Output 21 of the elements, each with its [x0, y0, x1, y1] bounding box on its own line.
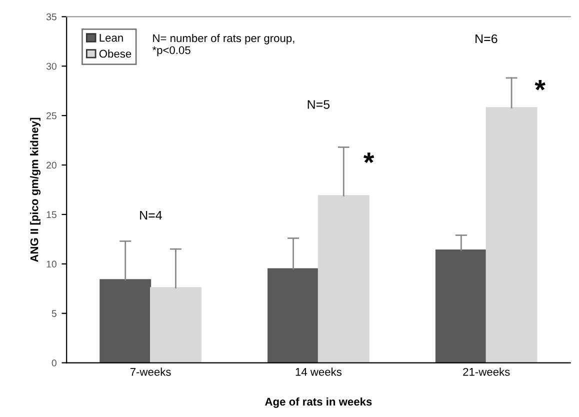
annotation: * [534, 80, 546, 90]
y-tick-label: 35 [46, 13, 56, 20]
y-tick-label: 10 [46, 260, 56, 268]
annotation: N= number of rats per group, *p<0.05 [152, 34, 294, 56]
annotation: * [364, 152, 374, 164]
y-tick-label: 0 [52, 360, 56, 366]
annotation: N=4 [140, 210, 162, 220]
y-tick-label: 5 [52, 310, 56, 317]
y-axis-title: ANG II [pico gm/gm kidney] [30, 118, 40, 262]
legend-label: Obese [99, 50, 132, 58]
x-tick-label: 7-weeks [130, 368, 171, 376]
x-tick-label: 14 weeks [296, 368, 342, 376]
legend-label: Lean [100, 34, 123, 42]
x-axis-title: Age of rats in weeks [265, 397, 372, 408]
y-tick-label: 25 [46, 112, 56, 120]
annotation: N=5 [308, 100, 330, 109]
y-tick-label: 20 [46, 162, 56, 169]
annotation: N=6 [476, 34, 498, 44]
y-tick-label: 15 [46, 211, 56, 218]
x-tick-label: 21-weeks [463, 368, 510, 376]
y-tick-label: 30 [46, 62, 56, 70]
